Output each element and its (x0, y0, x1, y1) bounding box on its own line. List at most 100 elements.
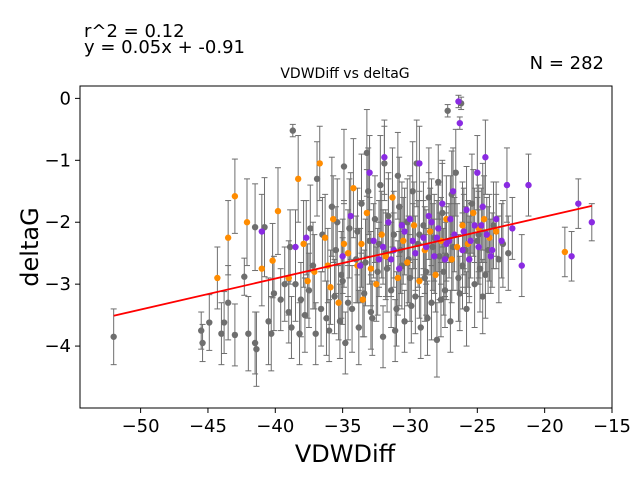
data-point (420, 222, 427, 229)
data-point (433, 234, 441, 241)
data-point (453, 243, 461, 251)
r-squared-annotation: r^2 = 0.12 (84, 21, 185, 42)
data-point (409, 237, 416, 245)
data-point (286, 243, 294, 251)
data-point (404, 259, 411, 266)
data-point (396, 203, 403, 210)
data-point (440, 268, 447, 275)
data-point (313, 175, 321, 183)
data-point (452, 169, 459, 176)
data-point (435, 178, 442, 186)
data-point (281, 280, 288, 288)
data-point (344, 249, 352, 257)
data-point (301, 311, 309, 319)
data-point (241, 273, 248, 280)
data-point (381, 160, 388, 167)
data-point (268, 330, 275, 337)
data-point (385, 219, 392, 226)
data-point (389, 194, 396, 201)
data-point (325, 327, 333, 334)
data-point (245, 330, 252, 337)
y-tick-label: −1 (44, 150, 71, 171)
y-axis-label: deltaG (16, 207, 44, 286)
data-point (412, 249, 419, 257)
data-point (503, 181, 511, 189)
data-point (518, 262, 525, 269)
data-point (479, 203, 486, 210)
data-point (307, 225, 314, 232)
data-point (459, 246, 466, 254)
data-point (468, 200, 476, 207)
data-point (340, 240, 348, 248)
x-axis-label: VDWDiff (295, 440, 396, 468)
data-point (110, 333, 117, 340)
data-point (378, 231, 385, 238)
data-point (214, 274, 221, 282)
data-point (492, 215, 500, 223)
data-point (422, 243, 430, 251)
data-point (358, 240, 365, 248)
data-point (374, 268, 381, 275)
data-point (428, 299, 435, 306)
data-point (321, 234, 329, 241)
data-point (381, 154, 388, 161)
data-point (348, 305, 356, 313)
data-point (292, 243, 299, 251)
data-point (373, 280, 380, 288)
data-point (420, 234, 427, 241)
data-point (251, 223, 259, 231)
data-point (509, 225, 516, 232)
data-point (312, 330, 319, 337)
data-point (416, 160, 423, 167)
data-point (525, 181, 532, 189)
data-point (231, 331, 239, 339)
data-point (467, 237, 474, 245)
data-point (335, 299, 342, 306)
data-point (218, 330, 225, 337)
x-tick-label: −50 (122, 416, 160, 437)
data-point (294, 175, 302, 183)
data-point (568, 253, 575, 260)
data-point (363, 149, 371, 157)
data-point (363, 209, 371, 217)
data-point (346, 225, 353, 232)
data-point (424, 315, 431, 322)
data-point (198, 327, 205, 334)
data-point (362, 259, 369, 266)
data-point (206, 319, 213, 326)
data-point (463, 206, 470, 214)
data-point (406, 274, 414, 282)
data-point (482, 154, 489, 161)
data-point (285, 308, 292, 316)
x-tick-label: −35 (324, 416, 362, 437)
data-point (355, 324, 362, 331)
data-point (396, 265, 403, 272)
data-point (340, 163, 348, 170)
data-point (387, 256, 395, 263)
data-point (449, 188, 457, 195)
data-point (338, 271, 345, 279)
data-point (448, 256, 455, 263)
data-point (483, 231, 490, 238)
regression-line (113, 204, 592, 317)
data-point (356, 262, 364, 269)
data-point (332, 246, 340, 254)
data-point (382, 253, 389, 260)
plot-frame (79, 85, 613, 409)
data-point (487, 253, 494, 260)
data-point (377, 181, 384, 189)
data-point (456, 119, 464, 127)
y-axis: 0 −1 −2 −3 −4 (44, 88, 80, 357)
data-point (350, 184, 357, 192)
data-point (471, 280, 478, 288)
data-point (437, 296, 445, 303)
data-point (439, 209, 446, 217)
data-point (433, 336, 441, 344)
data-point (444, 107, 451, 114)
x-tick-label: −40 (256, 416, 294, 437)
data-point (401, 228, 408, 235)
data-point (344, 299, 352, 306)
data-point (328, 203, 336, 210)
data-point (588, 219, 595, 226)
data-point (479, 293, 486, 300)
